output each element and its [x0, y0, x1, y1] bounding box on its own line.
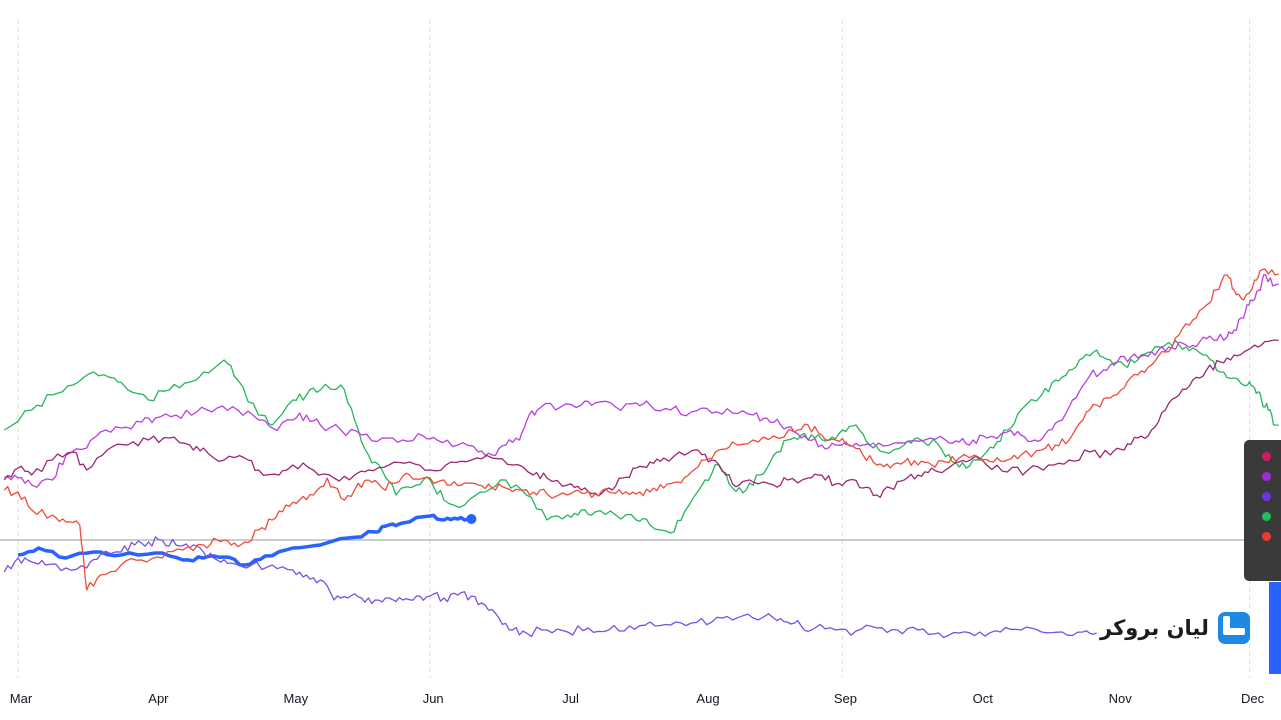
- x-tick-label: Sep: [834, 691, 857, 706]
- series-layer: [3, 268, 1279, 639]
- x-tick-label: Jun: [423, 691, 444, 706]
- x-tick-label: Oct: [973, 691, 994, 706]
- series-line: [3, 339, 1279, 499]
- x-tick-label: May: [284, 691, 309, 706]
- x-tick-label: Mar: [10, 691, 33, 706]
- legend-marker: [1262, 452, 1271, 461]
- x-tick-label: Jul: [562, 691, 579, 706]
- x-tick-label: Dec: [1241, 691, 1265, 706]
- brand-logo-icon: [1217, 612, 1250, 644]
- grid-lines: [17, 20, 1251, 678]
- x-axis: Mar Apr May Jun Jul Aug Sep Oct Nov Dec: [10, 691, 1265, 706]
- series-line: [3, 268, 1279, 591]
- brand-name: لیان بروکر: [1100, 616, 1209, 640]
- series-line: [4, 273, 1279, 488]
- legend-panel[interactable]: [1244, 440, 1281, 581]
- legend-marker: [1262, 472, 1271, 481]
- brand-watermark: لیان بروکر: [1100, 610, 1251, 646]
- legend-marker: [1262, 512, 1271, 521]
- series-line: [3, 339, 1279, 534]
- x-tick-label: Aug: [696, 691, 719, 706]
- series-line: [3, 536, 1097, 639]
- scroll-indicator[interactable]: [1269, 582, 1281, 674]
- legend-marker: [1262, 532, 1271, 541]
- legend-marker: [1262, 492, 1271, 501]
- x-tick-label: Apr: [148, 691, 169, 706]
- series-end-marker: [466, 514, 477, 524]
- x-tick-label: Nov: [1109, 691, 1133, 706]
